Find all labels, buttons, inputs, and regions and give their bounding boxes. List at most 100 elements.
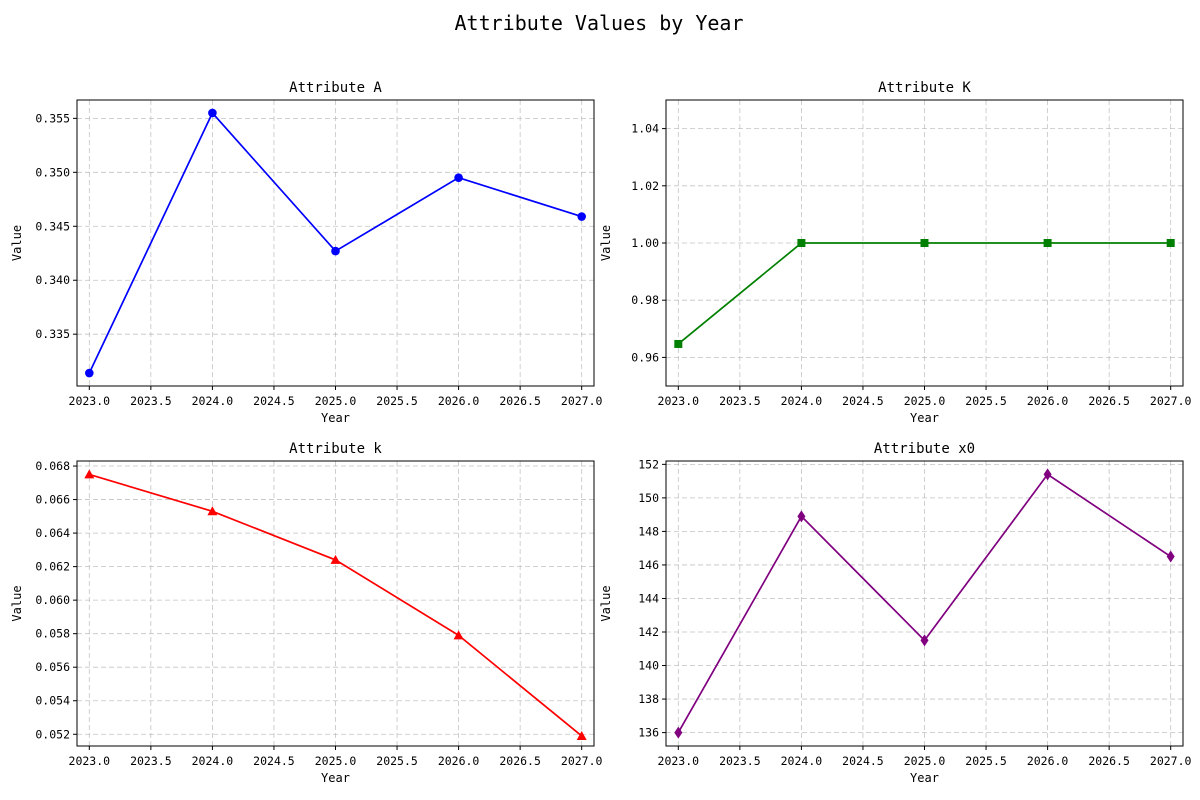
data-point <box>920 634 929 647</box>
x-axis-label: Year <box>910 411 939 425</box>
x-tick-label: 2025.5 <box>965 754 1007 768</box>
y-tick-label: 150 <box>638 491 659 505</box>
data-point <box>330 554 341 564</box>
y-axis-label: Value <box>599 225 613 261</box>
x-tick-label: 2026.5 <box>499 754 541 768</box>
x-tick-label: 2024.5 <box>253 754 295 768</box>
x-tick-label: 2023.5 <box>130 754 172 768</box>
x-axis-label: Year <box>321 411 350 425</box>
y-tick-label: 0.062 <box>35 560 70 574</box>
data-point <box>331 246 340 256</box>
y-tick-label: 148 <box>638 524 659 538</box>
x-tick-label: 2026.0 <box>438 754 480 768</box>
y-tick-label: 142 <box>638 625 659 639</box>
x-tick-label: 2025.0 <box>315 754 357 768</box>
data-point <box>1166 239 1175 247</box>
x-tick-label: 2023.0 <box>658 394 700 408</box>
y-axis-label: Value <box>10 585 24 621</box>
x-tick-label: 2026.5 <box>1088 754 1130 768</box>
y-tick-label: 0.066 <box>35 493 70 507</box>
figure-title: Attribute Values by Year <box>455 11 744 35</box>
data-point <box>207 506 218 516</box>
x-tick-label: 2027.0 <box>1150 754 1192 768</box>
y-tick-label: 136 <box>638 726 659 740</box>
subplot-1: 2023.0 2023.5 2024.0 2024.5 2025.0 2025.5 2026… <box>10 80 603 425</box>
subplot-title: Attribute k <box>289 441 382 457</box>
y-tick-label: 140 <box>638 659 659 673</box>
x-tick-label: 2025.0 <box>904 394 946 408</box>
x-tick-label: 2024.0 <box>781 754 823 768</box>
x-tick-label: 2026.0 <box>438 394 480 408</box>
y-tick-label: 0.058 <box>35 627 70 641</box>
axes-frame <box>76 99 595 387</box>
x-tick-label: 2024.5 <box>253 394 295 408</box>
x-tick-label: 2023.5 <box>719 754 761 768</box>
y-tick-label: 0.98 <box>631 293 659 307</box>
x-tick-label: 2026.5 <box>499 394 541 408</box>
x-tick-label: 2024.0 <box>192 754 234 768</box>
x-tick-label: 2026.0 <box>1027 754 1069 768</box>
x-tick-label: 2025.5 <box>376 754 418 768</box>
subplots: 2023.0 2023.5 2024.0 2024.5 2025.0 2025.5 2026… <box>10 80 1192 785</box>
y-tick-label: 0.340 <box>35 273 70 287</box>
y-tick-label: 146 <box>638 558 659 572</box>
x-tick-label: 2023.5 <box>719 394 761 408</box>
subplot-4: 2023.0 2023.5 2024.0 2024.5 2025.0 2025.5 2026… <box>599 441 1192 785</box>
y-axis-label: Value <box>599 585 613 621</box>
y-tick-label: 0.96 <box>631 350 659 364</box>
data-point <box>674 339 683 348</box>
x-tick-label: 2027.0 <box>1150 394 1192 408</box>
data-point <box>85 368 94 378</box>
y-tick-label: 0.335 <box>35 327 70 341</box>
axes-frame <box>665 460 1184 747</box>
subplot-title: Attribute x0 <box>874 441 975 457</box>
y-tick-label: 0.068 <box>35 459 70 473</box>
y-tick-label: 0.054 <box>35 694 70 708</box>
x-tick-label: 2023.0 <box>69 754 111 768</box>
data-point <box>454 173 463 183</box>
data-point <box>674 726 683 739</box>
y-tick-label: 1.00 <box>631 236 659 250</box>
y-tick-label: 138 <box>638 692 659 706</box>
y-tick-label: 0.060 <box>35 593 70 607</box>
x-tick-label: 2024.5 <box>842 754 884 768</box>
data-point <box>1043 468 1052 481</box>
data-point <box>576 730 587 740</box>
data-point <box>1043 239 1052 247</box>
x-tick-label: 2026.5 <box>1088 394 1130 408</box>
data-point <box>797 239 806 247</box>
subplot-3: 2023.0 2023.5 2024.0 2024.5 2025.0 2025.5 2026… <box>10 441 603 785</box>
data-point <box>797 510 806 523</box>
y-tick-label: 1.04 <box>631 122 659 136</box>
x-tick-label: 2025.5 <box>376 394 418 408</box>
x-tick-label: 2024.0 <box>781 394 823 408</box>
data-point <box>84 469 95 479</box>
x-axis-label: Year <box>321 771 350 785</box>
x-tick-label: 2025.0 <box>315 394 357 408</box>
x-axis-label: Year <box>910 771 939 785</box>
x-tick-label: 2024.0 <box>192 394 234 408</box>
x-tick-label: 2024.5 <box>842 394 884 408</box>
x-tick-label: 2025.0 <box>904 754 946 768</box>
x-tick-label: 2023.5 <box>130 394 172 408</box>
y-tick-label: 152 <box>638 457 659 471</box>
y-tick-label: 144 <box>638 591 659 605</box>
subplot-title: Attribute A <box>289 80 382 96</box>
x-tick-label: 2025.5 <box>965 394 1007 408</box>
subplot-title: Attribute K <box>878 80 971 96</box>
y-tick-label: 0.052 <box>35 727 70 741</box>
y-tick-label: 1.02 <box>631 179 659 193</box>
y-tick-label: 0.345 <box>35 219 70 233</box>
x-tick-label: 2027.0 <box>561 754 603 768</box>
x-tick-label: 2026.0 <box>1027 394 1069 408</box>
y-tick-label: 0.350 <box>35 165 70 179</box>
data-point <box>208 108 217 118</box>
y-tick-label: 0.056 <box>35 660 70 674</box>
x-tick-label: 2023.0 <box>69 394 111 408</box>
y-tick-label: 0.064 <box>35 526 70 540</box>
y-axis-label: Value <box>10 225 24 261</box>
subplot-2: 2023.0 2023.5 2024.0 2024.5 2025.0 2025.5 2026… <box>599 80 1192 425</box>
axes-frame <box>76 460 595 747</box>
data-point <box>453 630 464 640</box>
